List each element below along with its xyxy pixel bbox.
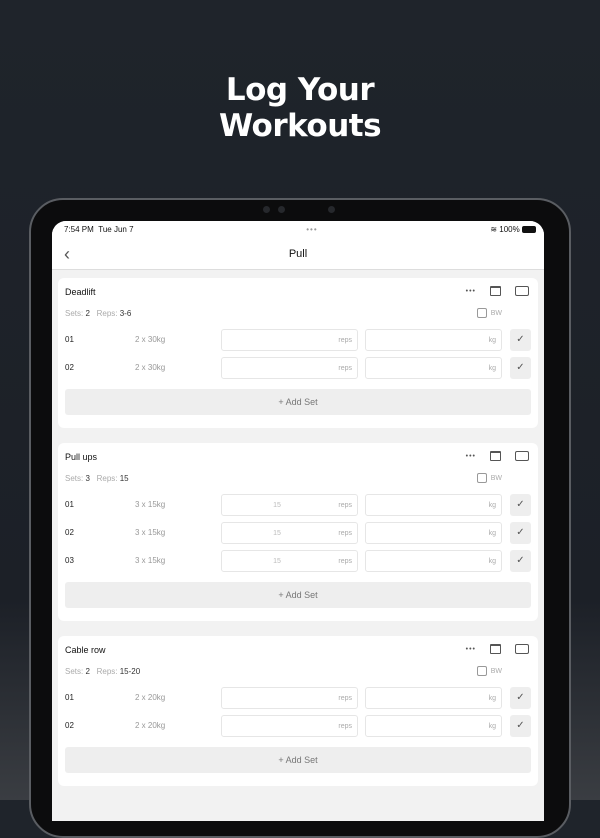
more-icon[interactable]: ••• [465, 287, 476, 295]
back-button[interactable]: ‹ [64, 244, 70, 264]
checkbox-icon [476, 666, 487, 676]
complete-set-button[interactable]: ✓ [510, 522, 531, 544]
wifi-icon: ≋ [490, 225, 498, 234]
bodyweight-checkbox[interactable]: BW [476, 473, 502, 483]
complete-set-button[interactable]: ✓ [510, 550, 531, 572]
nav-bar: ‹ Pull [52, 238, 544, 270]
set-row: 03 3 x 15kg 15 reps kg ✓ [65, 550, 531, 572]
exercise-name: Pull ups [65, 452, 98, 462]
checkbox-icon [476, 308, 487, 318]
status-bar: 7:54 PM Tue Jun 7 ••• ≋ 100% [52, 221, 544, 238]
reps-input[interactable]: 15 reps [221, 522, 358, 544]
more-icon[interactable]: ••• [465, 645, 476, 653]
exercise-card: Deadlift ••• Sets: 2 Reps: 3-6 BW 01 2 x… [58, 278, 538, 428]
exercise-meta: Sets: 2 Reps: 15-20 [65, 667, 141, 676]
video-icon[interactable] [515, 286, 529, 296]
set-row: 02 2 x 30kg reps kg ✓ [65, 357, 531, 379]
video-icon[interactable] [515, 644, 529, 654]
reps-input[interactable]: 15 reps [221, 550, 358, 572]
page-title: Pull [288, 247, 308, 260]
add-set-button[interactable]: + Add Set [65, 747, 531, 773]
camera-icon [263, 206, 270, 213]
complete-set-button[interactable]: ✓ [510, 357, 531, 379]
more-icon[interactable]: ••• [465, 452, 476, 460]
set-row: 01 2 x 20kg reps kg ✓ [65, 687, 531, 709]
exercise-name: Deadlift [65, 287, 96, 297]
camera-icon [278, 206, 285, 213]
exercise-card: Pull ups ••• Sets: 3 Reps: 15 BW 01 3 x … [58, 443, 538, 621]
set-row: 02 2 x 20kg reps kg ✓ [65, 715, 531, 737]
exercise-meta: Sets: 2 Reps: 3-6 [65, 309, 132, 318]
notes-icon[interactable] [490, 451, 501, 461]
complete-set-button[interactable]: ✓ [510, 494, 531, 516]
complete-set-button[interactable]: ✓ [510, 329, 531, 351]
reps-input[interactable]: 15 reps [221, 494, 358, 516]
add-set-button[interactable]: + Add Set [65, 582, 531, 608]
weight-input[interactable]: kg [365, 494, 502, 516]
weight-input[interactable]: kg [365, 329, 502, 351]
notes-icon[interactable] [490, 286, 501, 296]
video-icon[interactable] [515, 451, 529, 461]
reps-input[interactable]: reps [221, 687, 358, 709]
set-row: 01 3 x 15kg 15 reps kg ✓ [65, 494, 531, 516]
exercise-meta: Sets: 3 Reps: 15 [65, 474, 129, 483]
complete-set-button[interactable]: ✓ [510, 715, 531, 737]
exercise-name: Cable row [65, 645, 106, 655]
reps-input[interactable]: reps [221, 329, 358, 351]
checkbox-icon [476, 473, 487, 483]
notes-icon[interactable] [490, 644, 501, 654]
weight-input[interactable]: kg [365, 687, 502, 709]
set-row: 01 2 x 30kg reps kg ✓ [65, 329, 531, 351]
app-screen: 7:54 PM Tue Jun 7 ••• ≋ 100% ‹ Pull Dead… [52, 221, 544, 821]
set-row: 02 3 x 15kg 15 reps kg ✓ [65, 522, 531, 544]
weight-input[interactable]: kg [365, 715, 502, 737]
battery-icon [521, 226, 536, 234]
add-set-button[interactable]: + Add Set [65, 389, 531, 415]
reps-input[interactable]: reps [221, 357, 358, 379]
exercise-card: Cable row ••• Sets: 2 Reps: 15-20 BW 01 … [58, 636, 538, 786]
bodyweight-checkbox[interactable]: BW [476, 308, 502, 318]
weight-input[interactable]: kg [365, 550, 502, 572]
reps-input[interactable]: reps [221, 715, 358, 737]
complete-set-button[interactable]: ✓ [510, 687, 531, 709]
sensor-icon [328, 206, 335, 213]
weight-input[interactable]: kg [365, 357, 502, 379]
headline: Log Your Workouts [218, 72, 382, 144]
weight-input[interactable]: kg [365, 522, 502, 544]
bodyweight-checkbox[interactable]: BW [476, 666, 502, 676]
